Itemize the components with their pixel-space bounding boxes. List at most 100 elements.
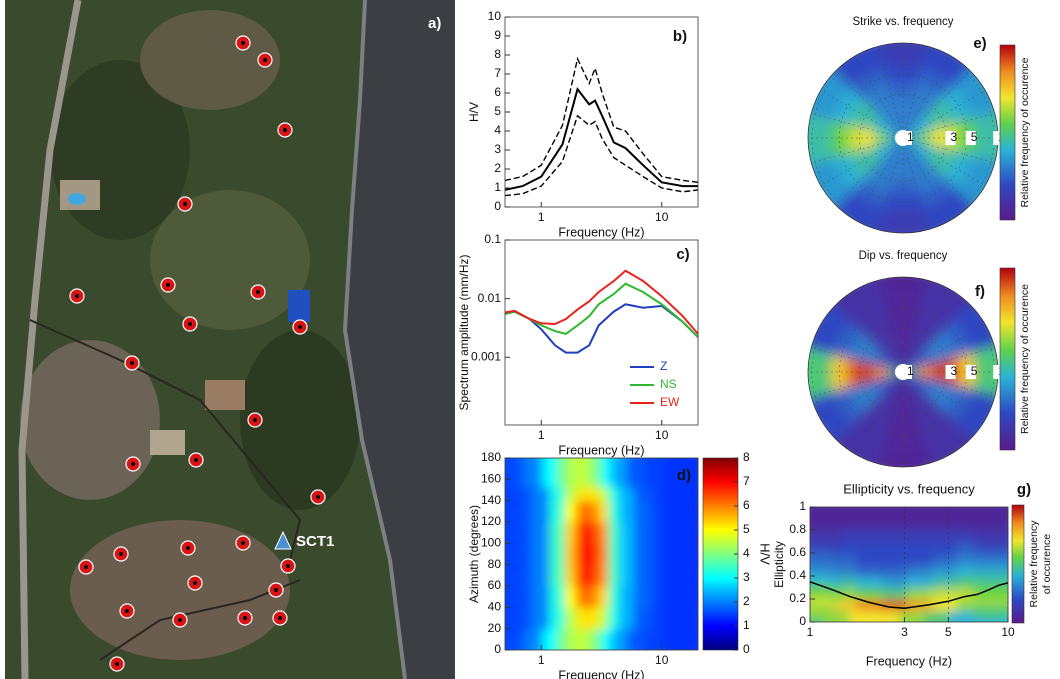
heatmap-cell (587, 500, 599, 523)
y-axis-label: Spectrum amplitude (mm/Hz) (457, 254, 471, 410)
heatmap-cell (549, 543, 566, 566)
heatmap-cell (932, 541, 958, 554)
heatmap-cell (907, 552, 933, 565)
heatmap-cell (932, 529, 958, 542)
heatmap-cell (549, 521, 566, 544)
station-dot (131, 462, 135, 466)
y-tick-label: 8 (494, 47, 501, 61)
y-tick-label: 0.001 (471, 349, 501, 363)
heatmap-cell (565, 521, 578, 544)
heatmap-cell (565, 543, 578, 566)
heatmap-clip (497, 450, 706, 658)
heatmap-cell (882, 564, 908, 577)
colorbar-label: Relative frequency (1028, 520, 1040, 608)
station-dot (256, 290, 260, 294)
polar-cell (883, 193, 923, 210)
station-dot (298, 325, 302, 329)
heatmap-cell (608, 564, 620, 587)
y-tick-label: 4 (494, 123, 501, 137)
rtick-label: 5 (971, 130, 978, 144)
y-tick-label: 3 (494, 142, 501, 156)
vegetation (150, 190, 310, 330)
polar-cell (883, 66, 923, 83)
station-dot (194, 458, 198, 462)
rtick-label: 1 (907, 364, 914, 378)
station-dot (125, 609, 129, 613)
panel-label: e) (973, 35, 986, 52)
station-dot (186, 546, 190, 550)
heatmap-cell (619, 564, 635, 587)
y-tick-label: 7 (494, 66, 501, 80)
heatmap-cell (549, 500, 566, 523)
heatmap-cell (587, 607, 599, 630)
x-tick-label: 1 (807, 625, 814, 639)
heatmap-cell (634, 500, 653, 523)
station-dot (278, 616, 282, 620)
x-tick-label: 10 (1001, 625, 1015, 639)
heatmap-cell (857, 552, 883, 565)
colorbar-tick-label: 3 (743, 570, 750, 584)
heatmap-cell (882, 529, 908, 542)
heatmap-cell (608, 543, 620, 566)
heatmap-cell (634, 543, 653, 566)
heatmap-cell (907, 587, 933, 600)
chart-title: Ellipticity vs. frequency (843, 481, 975, 496)
y-tick-label: 0.4 (789, 568, 806, 582)
x-axis-label: Frequency (Hz) (558, 225, 644, 239)
y-tick-label: 120 (481, 514, 501, 528)
station-dot (166, 283, 170, 287)
x-tick-label: 1 (538, 653, 545, 667)
heatmap (497, 450, 706, 658)
colorbar-tick-label: 8 (743, 450, 750, 464)
heatmap-cell (857, 541, 883, 554)
heatmap-cell (932, 587, 958, 600)
heatmap-cell (531, 521, 550, 544)
station-dot (316, 495, 320, 499)
heatmap-cell (598, 585, 609, 608)
station-dot (286, 564, 290, 568)
heatmap-cell (531, 585, 550, 608)
heatmap-cell (857, 564, 883, 577)
colorbar-tick-label: 6 (743, 498, 750, 512)
y-tick-label: 40 (488, 600, 502, 614)
colorbar-label: Relative frequency of occurence (1019, 284, 1031, 434)
polar-cell (831, 118, 848, 158)
panel-label: g) (1017, 481, 1031, 498)
heatmap-cell (857, 575, 883, 588)
station-dot (253, 418, 257, 422)
legend-label: Z (660, 359, 667, 373)
heatmap-cell (577, 564, 589, 587)
heatmap-cell (634, 607, 653, 630)
x-tick-label: 5 (945, 625, 952, 639)
station-dot (84, 565, 88, 569)
colorbar-tick-label: 7 (743, 474, 750, 488)
y-tick-label: 0 (799, 614, 806, 628)
heatmap-cell (598, 521, 609, 544)
building (205, 380, 245, 410)
legend-label: NS (660, 377, 677, 391)
colorbar-label: of occurence (1041, 534, 1053, 594)
heatmap-cell (587, 521, 599, 544)
y-tick-label: 6 (494, 85, 501, 99)
heatmap-cell (608, 585, 620, 608)
x-axis-label: Frequency (Hz) (558, 443, 644, 457)
heatmap-cell (549, 585, 566, 608)
panel-label: b) (673, 28, 687, 45)
panel-label: a) (428, 15, 441, 32)
heatmap-cell (619, 521, 635, 544)
colorbar-tick-label: 0 (743, 642, 750, 656)
legend-label: EW (660, 395, 680, 409)
y-tick-label: 0.1 (484, 232, 501, 246)
heatmap-cell (857, 587, 883, 600)
heatmap-cell (577, 521, 589, 544)
station-dot (241, 41, 245, 45)
heatmap-cell (907, 529, 933, 542)
station-dot (115, 662, 119, 666)
heatmap-cell (549, 564, 566, 587)
heatmap-cell (882, 598, 908, 611)
heatmap-cell (932, 552, 958, 565)
panel-label: d) (677, 467, 691, 484)
pool (68, 193, 86, 205)
heatmap (802, 499, 1016, 630)
polar-cell (883, 427, 923, 444)
